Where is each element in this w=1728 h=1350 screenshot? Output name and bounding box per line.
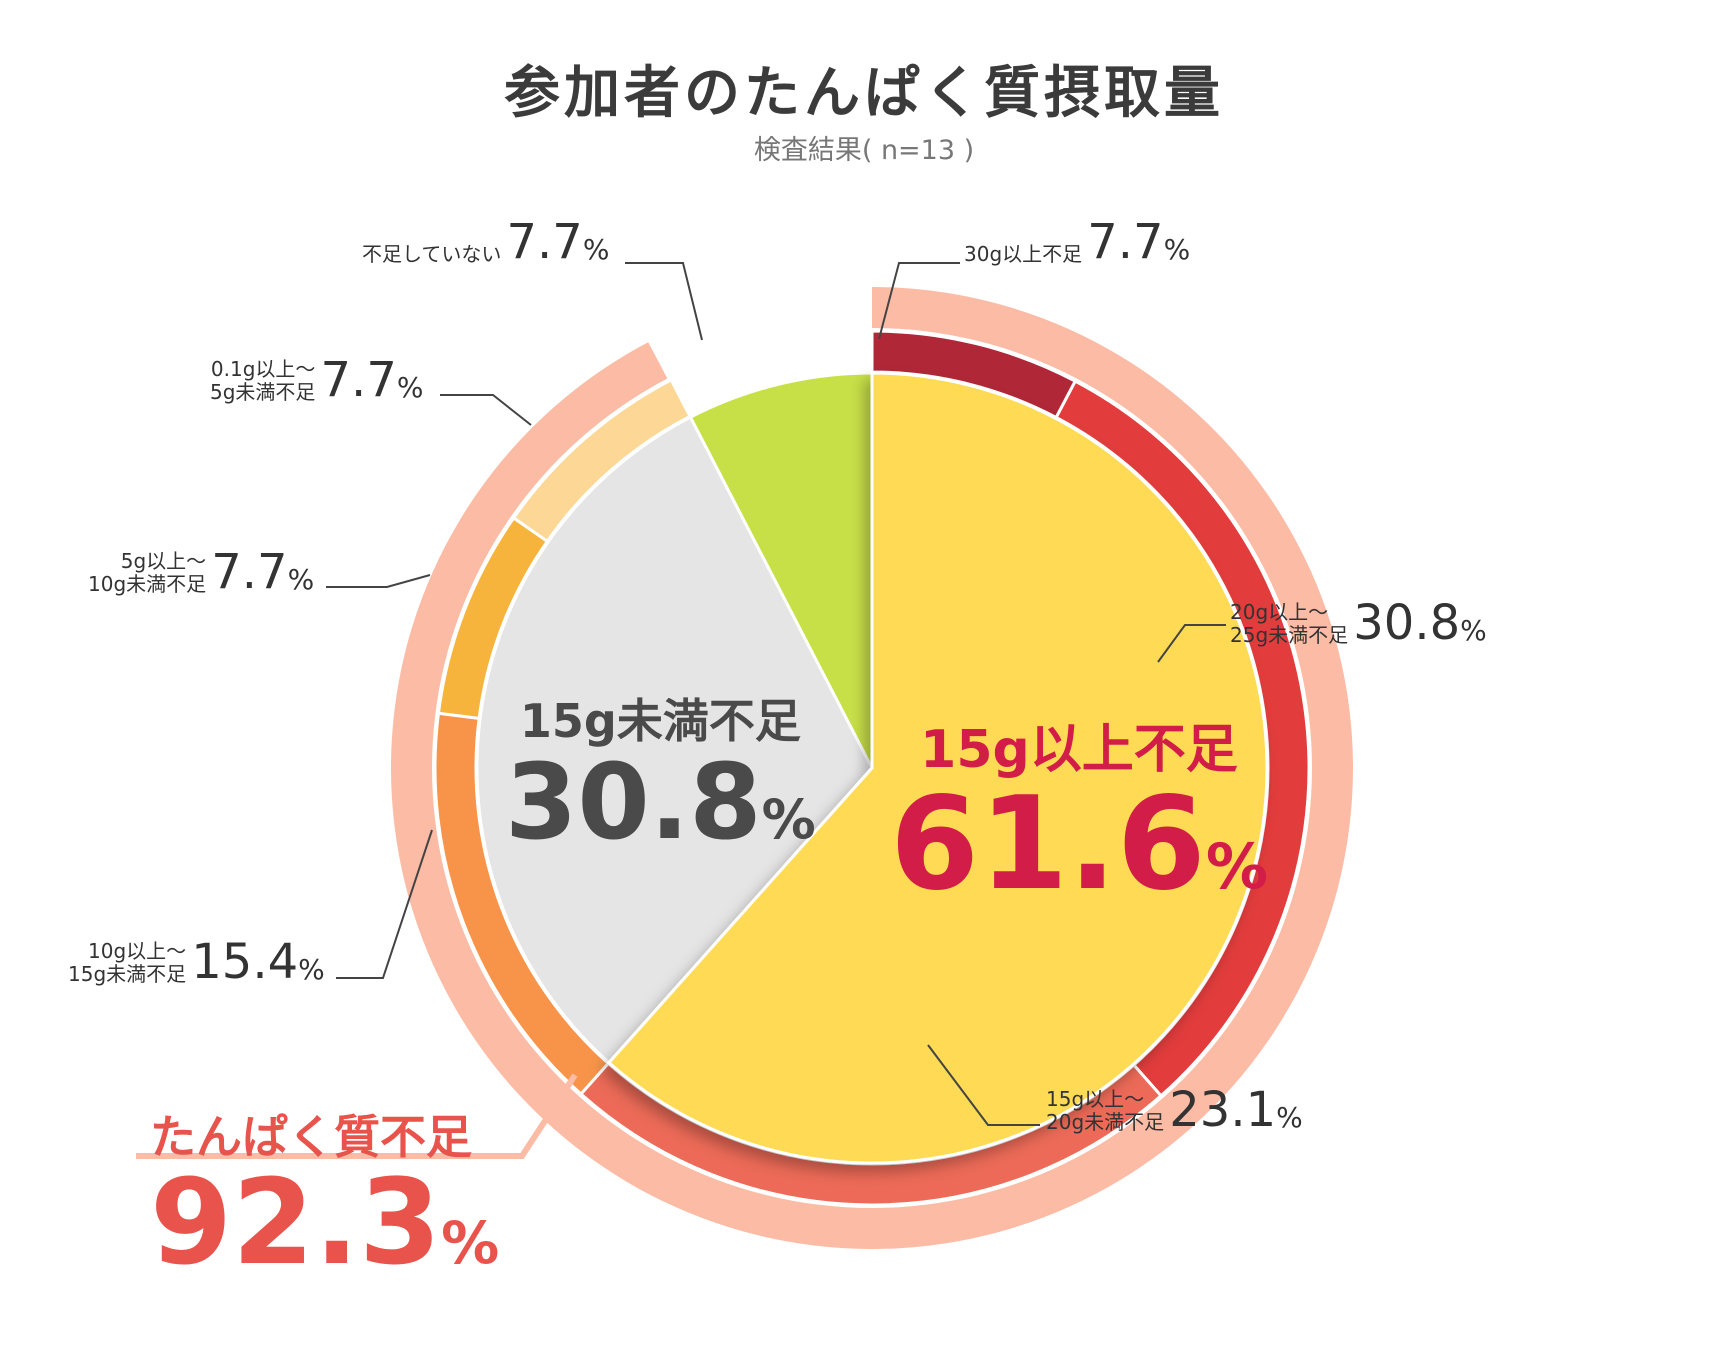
label-g30-value: 7.7 bbox=[1087, 214, 1164, 270]
label-lacking: たんぱく質不足 92.3% bbox=[150, 1110, 499, 1301]
label-g01: 0.1g以上〜 5g未満不足 7.7% bbox=[210, 356, 423, 404]
label-over15-name: 15g以上不足 bbox=[920, 720, 1238, 780]
inner-pie-layer bbox=[475, 371, 1269, 1165]
label-g20-line1: 20g以上〜 bbox=[1230, 600, 1329, 624]
chart-title: 参加者のたんぱく質摂取量 bbox=[504, 61, 1224, 126]
label-not-lacking: 不足していない 7.7% bbox=[362, 218, 609, 266]
leader-g15 bbox=[927, 1044, 1040, 1126]
label-under15-value: 30.8 bbox=[505, 741, 762, 863]
label-g15: 15g以上〜 20g未満不足 23.1% bbox=[1046, 1086, 1303, 1134]
chart-subtitle: 検査結果( n=13 ) bbox=[753, 135, 975, 166]
leader-g01 bbox=[440, 394, 532, 426]
inner-slice-3 bbox=[688, 371, 876, 769]
label-g01-line2: 5g未満不足 bbox=[210, 380, 316, 404]
label-lacking-name: たんぱく質不足 bbox=[150, 1110, 472, 1164]
percent-sign: % bbox=[396, 371, 424, 404]
label-not-lacking-value: 7.7 bbox=[506, 214, 583, 270]
leader-g10 bbox=[336, 829, 433, 979]
percent-sign: % bbox=[582, 233, 610, 266]
label-not-lacking-name: 不足していない bbox=[362, 242, 502, 266]
leader-g5 bbox=[326, 574, 431, 588]
label-g01-line1: 0.1g以上〜 bbox=[210, 357, 316, 381]
inner-slice-1 bbox=[606, 371, 1269, 1165]
label-g10: 10g以上〜 15g未満不足 15.4% bbox=[68, 938, 325, 986]
percent-sign: % bbox=[1163, 233, 1191, 266]
label-g15-value: 23.1 bbox=[1169, 1082, 1277, 1138]
label-g5-line1: 5g以上〜 bbox=[120, 549, 207, 573]
leader-g20 bbox=[1157, 624, 1226, 663]
label-g30-name: 30g以上不足 bbox=[964, 242, 1083, 266]
label-g01-value: 7.7 bbox=[320, 352, 397, 408]
percent-sign: % bbox=[441, 1209, 500, 1277]
percent-sign: % bbox=[761, 788, 816, 851]
label-g5-value: 7.7 bbox=[211, 544, 288, 600]
percent-sign: % bbox=[1460, 614, 1487, 647]
label-under15-name: 15g未満不足 bbox=[519, 694, 801, 748]
leader-lines bbox=[326, 262, 1226, 1126]
percent-sign: % bbox=[298, 953, 325, 986]
label-lacking-value: 92.3 bbox=[150, 1153, 442, 1291]
label-g20: 20g以上〜 25g未満不足 30.8% bbox=[1230, 599, 1487, 647]
label-over15: 15g以上不足 61.6% bbox=[890, 720, 1268, 932]
percent-sign: % bbox=[287, 563, 315, 596]
label-under15: 15g未満不足 30.8% bbox=[505, 694, 816, 874]
label-g15-line1: 15g以上〜 bbox=[1046, 1087, 1145, 1111]
label-g5-line2: 10g未満不足 bbox=[88, 572, 207, 596]
label-g20-value: 30.8 bbox=[1353, 595, 1461, 651]
label-g10-line2: 15g未満不足 bbox=[68, 962, 187, 986]
label-g20-line2: 25g未満不足 bbox=[1230, 623, 1349, 647]
leader-not-lacking bbox=[625, 262, 703, 341]
percent-sign: % bbox=[1276, 1101, 1303, 1134]
label-g30: 30g以上不足 7.7% bbox=[964, 218, 1190, 266]
label-g10-line1: 10g以上〜 bbox=[88, 939, 187, 963]
group-callout-line bbox=[136, 1073, 578, 1159]
label-g5: 5g以上〜 10g未満不足 7.7% bbox=[88, 548, 314, 596]
percent-sign: % bbox=[1205, 830, 1268, 903]
label-g10-value: 15.4 bbox=[191, 934, 299, 990]
label-over15-value: 61.6 bbox=[890, 770, 1206, 919]
leader-g30 bbox=[878, 262, 960, 340]
label-g15-line2: 20g未満不足 bbox=[1046, 1110, 1165, 1134]
